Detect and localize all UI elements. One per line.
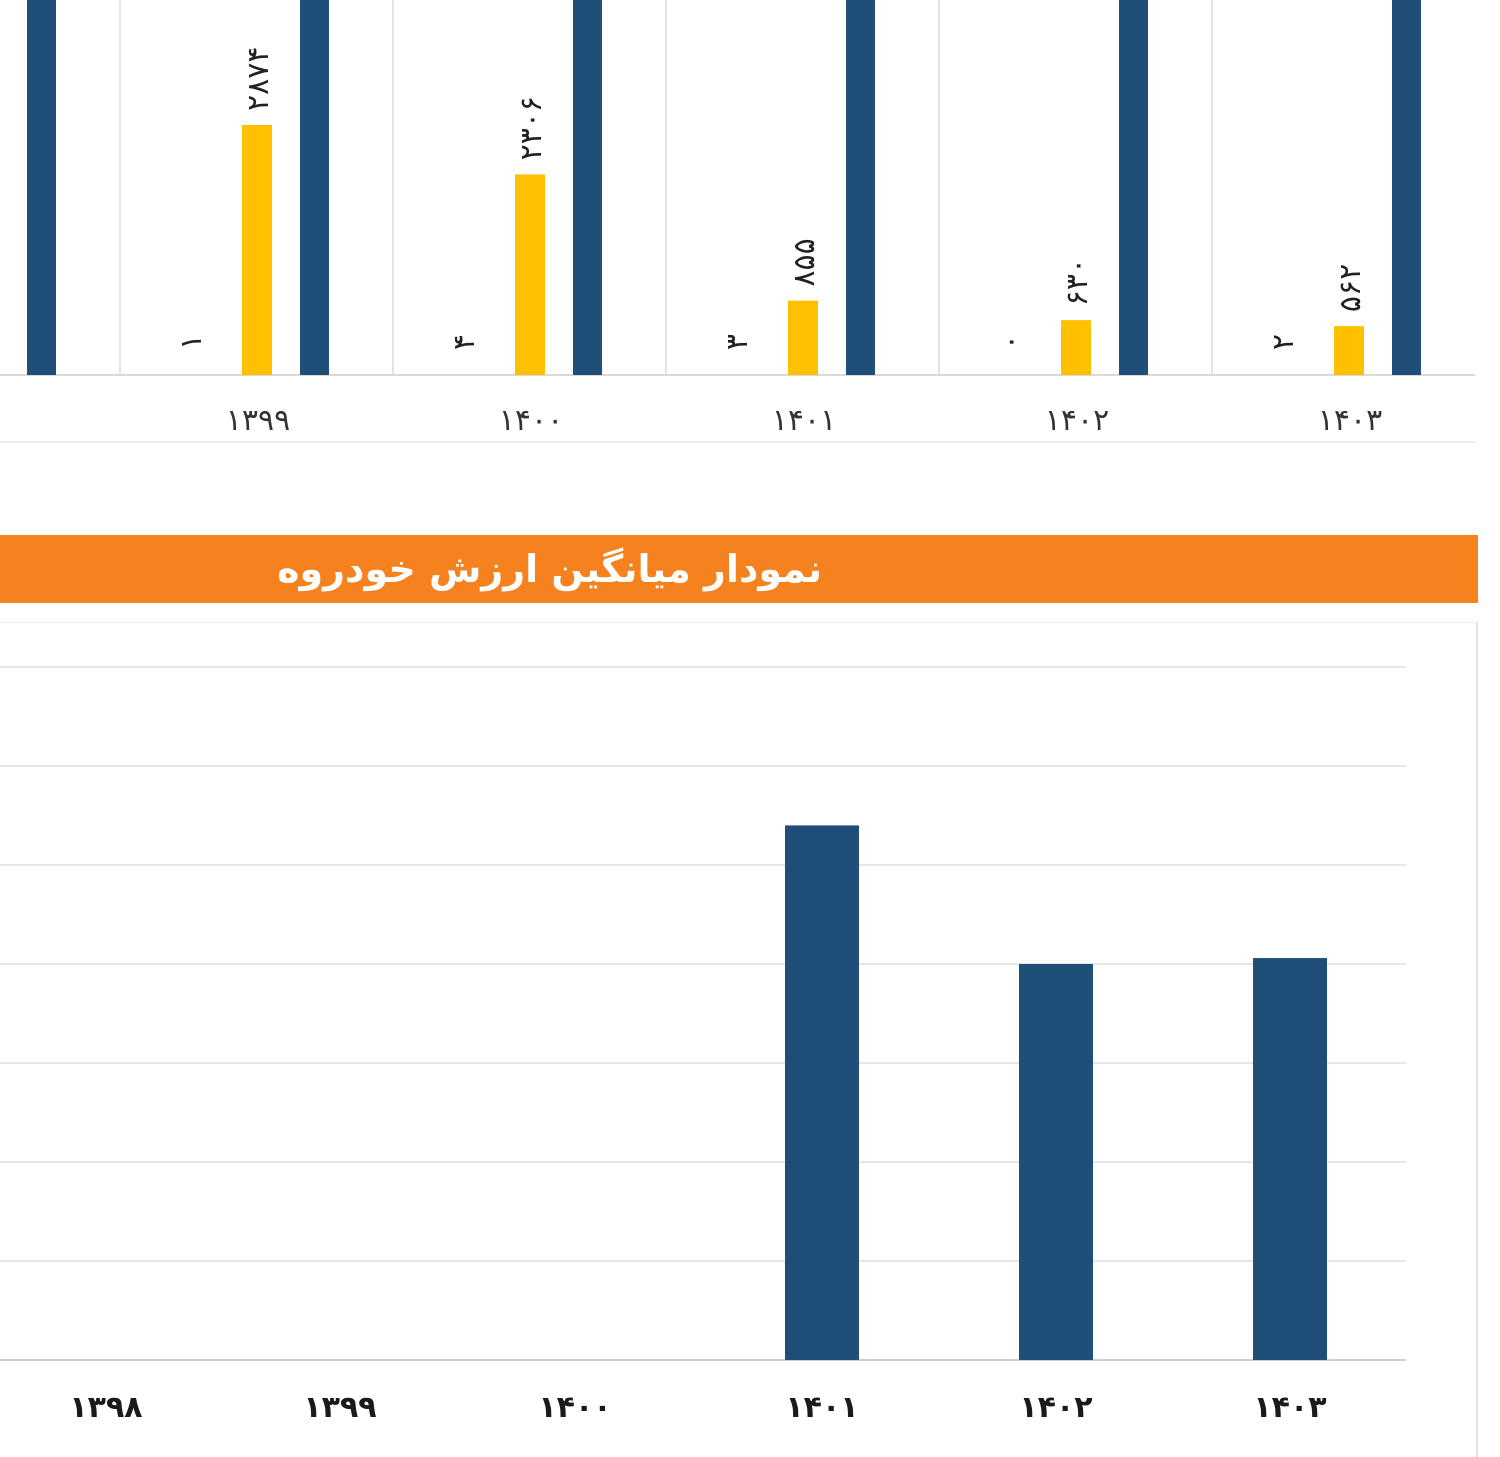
- x-tick-label: ۱۴۰۲: [1045, 403, 1109, 438]
- bottom-bar-chart: ۱۳۹۸ ۱۳۹۹ ۱۴۰۰ ۱۴۰۱ ۱۴۰۲ ۱۴۰۳: [0, 666, 1406, 1425]
- top-bar-chart: ۸۲۸۷۴۱۱۳۹۹۲۳۰۶۴۱۴۰۰۸۵۵۳۱۴۰۱۶۳۰۰۱۴۰۲۵۶۲۲۱…: [0, 0, 1475, 443]
- data-label-series-1: ۲: [1266, 334, 1301, 350]
- bar-series-3: [27, 0, 56, 375]
- x-tick-label: ۱۳۹۸: [69, 1390, 142, 1425]
- x-tick-label: ۱۴۰۱: [772, 403, 836, 438]
- bar-series-3: [300, 0, 329, 375]
- bar-series-2: [515, 174, 545, 375]
- bar-series-3: [573, 0, 602, 375]
- bar: [785, 825, 859, 1360]
- x-tick-label: ۱۴۰۳: [1318, 403, 1382, 438]
- x-tick-label: ۱۳۹۹: [303, 1390, 376, 1425]
- x-tick-label: ۱۴۰۳: [1253, 1390, 1326, 1425]
- data-label-series-2: ۵۶۲: [1333, 264, 1368, 312]
- data-label-series-2: ۲۳۰۶: [514, 96, 549, 160]
- x-tick-label: ۱۴۰۲: [1019, 1390, 1092, 1425]
- data-label-series-2: ۶۳۰: [1060, 258, 1095, 306]
- data-label-series-1: ۰: [993, 334, 1028, 350]
- bottom-chart-frame: [0, 622, 1478, 1457]
- data-label-series-2: ۸۵۵: [787, 238, 822, 286]
- bar: [1253, 958, 1327, 1360]
- data-label-series-1: ۱: [174, 334, 209, 350]
- bar-series-3: [1392, 0, 1421, 375]
- chart-title-banner: نمودار میانگین ارزش خودروه: [0, 535, 1478, 603]
- bar: [1019, 964, 1093, 1360]
- bar-series-2: [1334, 326, 1364, 375]
- x-tick-label: ۱۴۰۱: [785, 1390, 858, 1425]
- bar-series-2: [788, 300, 818, 375]
- data-label-series-1: ۴: [447, 334, 482, 350]
- bar-series-2: [242, 125, 272, 375]
- bar-series-2: [1061, 320, 1091, 375]
- x-tick-label: ۱۴۰۰: [499, 403, 563, 438]
- x-tick-label: ۱۳۹۹: [226, 403, 290, 438]
- chart-title: نمودار میانگین ارزش خودروه: [277, 547, 822, 591]
- data-label-series-1: ۳: [720, 334, 755, 350]
- x-tick-label: ۱۴۰۰: [538, 1390, 611, 1425]
- data-label-series-2: ۲۸۷۴: [241, 47, 276, 111]
- bar-series-3: [846, 0, 875, 375]
- bar-series-3: [1119, 0, 1148, 375]
